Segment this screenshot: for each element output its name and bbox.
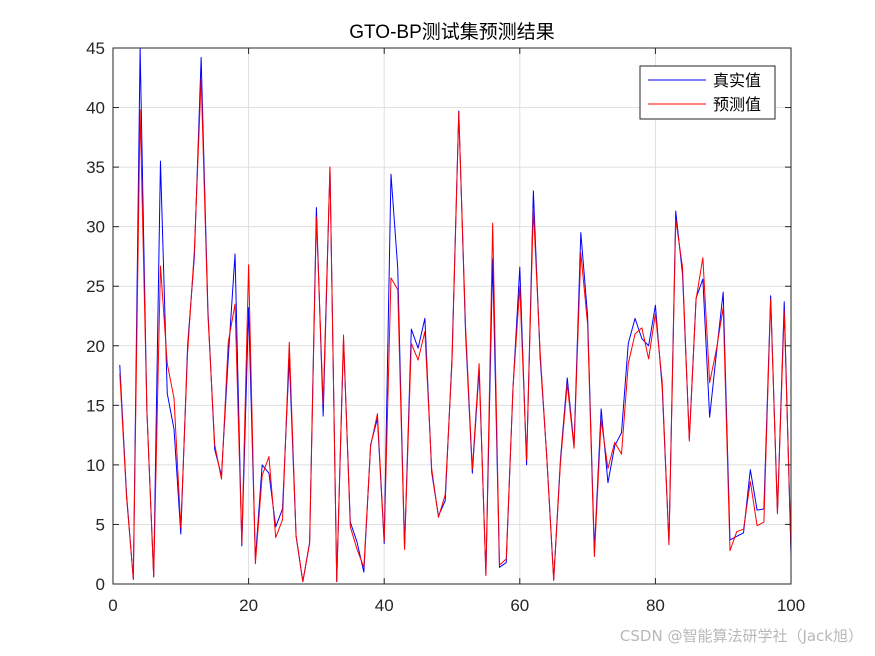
y-tick-label: 30 xyxy=(86,218,105,237)
legend-box xyxy=(639,65,776,120)
y-tick-label: 5 xyxy=(96,515,105,534)
legend: 真实值 预测值 xyxy=(639,65,776,120)
plot-area xyxy=(113,48,791,584)
y-tick-label: 45 xyxy=(86,39,105,58)
y-tick-label: 15 xyxy=(86,396,105,415)
x-tick-label: 0 xyxy=(108,596,117,615)
y-tick-label: 0 xyxy=(96,575,105,594)
watermark: CSDN @智能算法研学社（Jack旭） xyxy=(619,627,863,645)
chart-title: GTO-BP测试集预测结果 xyxy=(349,21,555,43)
series-group xyxy=(119,47,792,583)
x-tick-label: 20 xyxy=(239,596,258,615)
legend-label-true: 真实值 xyxy=(713,71,761,90)
y-tick-label: 10 xyxy=(86,456,105,475)
ticks: 0 20 40 60 80 100 0 5 10 15 20 25 30 35 40 45 xyxy=(86,39,805,615)
y-tick-label: 40 xyxy=(86,99,105,118)
y-tick-label: 25 xyxy=(86,277,105,296)
y-tick-label: 20 xyxy=(86,337,105,356)
x-tick-label: 100 xyxy=(777,596,805,615)
plot-border xyxy=(112,47,792,585)
x-tick-label: 40 xyxy=(375,596,394,615)
series-line-pred xyxy=(119,78,792,583)
x-tick-label: 80 xyxy=(646,596,665,615)
legend-label-pred: 预测值 xyxy=(713,95,761,114)
x-tick-label: 60 xyxy=(510,596,529,615)
y-tick-label: 35 xyxy=(86,158,105,177)
